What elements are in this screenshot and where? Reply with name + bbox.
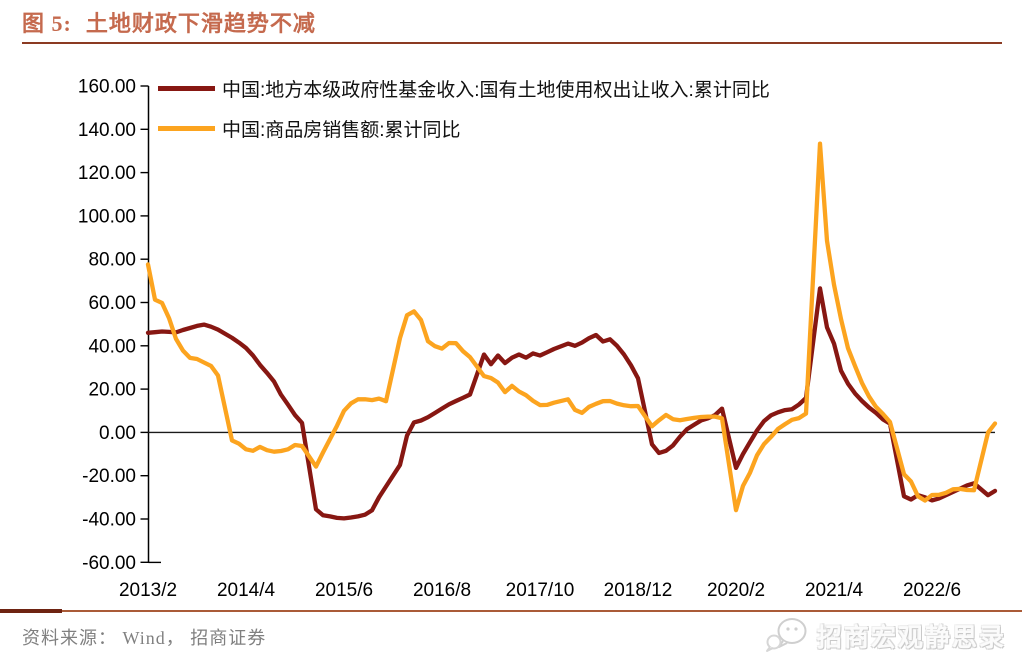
watermark-text: 招商宏观静思录	[817, 624, 1007, 652]
y-axis-label: 20.00	[88, 380, 136, 401]
y-axis-label: -60.00	[82, 553, 136, 574]
y-axis-label: 100.00	[78, 206, 136, 227]
legend-label-land-revenue: 中国:地方本级政府性基金收入:国有土地使用权出让收入:累计同比	[222, 79, 770, 101]
y-axis-label: -40.00	[82, 510, 136, 531]
y-axis-label: 160.00	[78, 77, 136, 98]
y-axis-label: 40.00	[88, 336, 136, 357]
figure-label: 图 5:	[22, 11, 72, 36]
y-axis-label: -20.00	[82, 466, 136, 487]
x-axis-label: 2014/4	[217, 580, 276, 601]
x-axis-label: 2020/2	[707, 580, 765, 601]
chart-legend: 中国:地方本级政府性基金收入:国有土地使用权出让收入:累计同比 中国:商品房销售…	[158, 76, 770, 156]
figure-title-row: 图 5: 土地财政下滑趋势不减	[22, 6, 316, 38]
source-note: 资料来源： Wind， 招商证券	[22, 628, 267, 648]
x-axis-label: 2022/6	[903, 580, 961, 601]
x-axis-label: 2015/6	[315, 580, 373, 601]
watermark: 招商宏观静思录	[765, 616, 1006, 656]
series-line-land-revenue	[145, 286, 998, 521]
footer-rule-accent	[0, 609, 62, 613]
footer-rule	[62, 610, 1022, 612]
y-axis-label: 120.00	[78, 163, 136, 184]
x-axis-label: 2018/12	[604, 580, 673, 601]
x-axis-label: 2013/2	[119, 580, 177, 601]
wechat-icon	[766, 618, 807, 652]
y-axis-label: 60.00	[88, 293, 136, 314]
legend-label-housing-sales: 中国:商品房销售额:累计同比	[222, 119, 461, 141]
legend-item-housing-sales: 中国:商品房销售额:累计同比	[158, 116, 770, 141]
series-line-housing-sales	[145, 141, 998, 513]
legend-item-land-revenue: 中国:地方本级政府性基金收入:国有土地使用权出让收入:累计同比	[158, 76, 770, 101]
x-axis-label: 2021/4	[805, 580, 864, 601]
y-axis-label: 80.00	[88, 250, 136, 271]
x-axis-label: 2017/10	[506, 580, 575, 601]
title-underline	[22, 42, 1002, 44]
legend-swatch-land-icon	[158, 85, 215, 91]
y-axis-label: 0.00	[99, 423, 136, 444]
page-title: 土地财政下滑趋势不减	[85, 11, 316, 36]
legend-swatch-sales-icon	[158, 125, 215, 131]
y-axis-label: 140.00	[78, 120, 136, 141]
x-axis-label: 2016/8	[413, 580, 471, 601]
